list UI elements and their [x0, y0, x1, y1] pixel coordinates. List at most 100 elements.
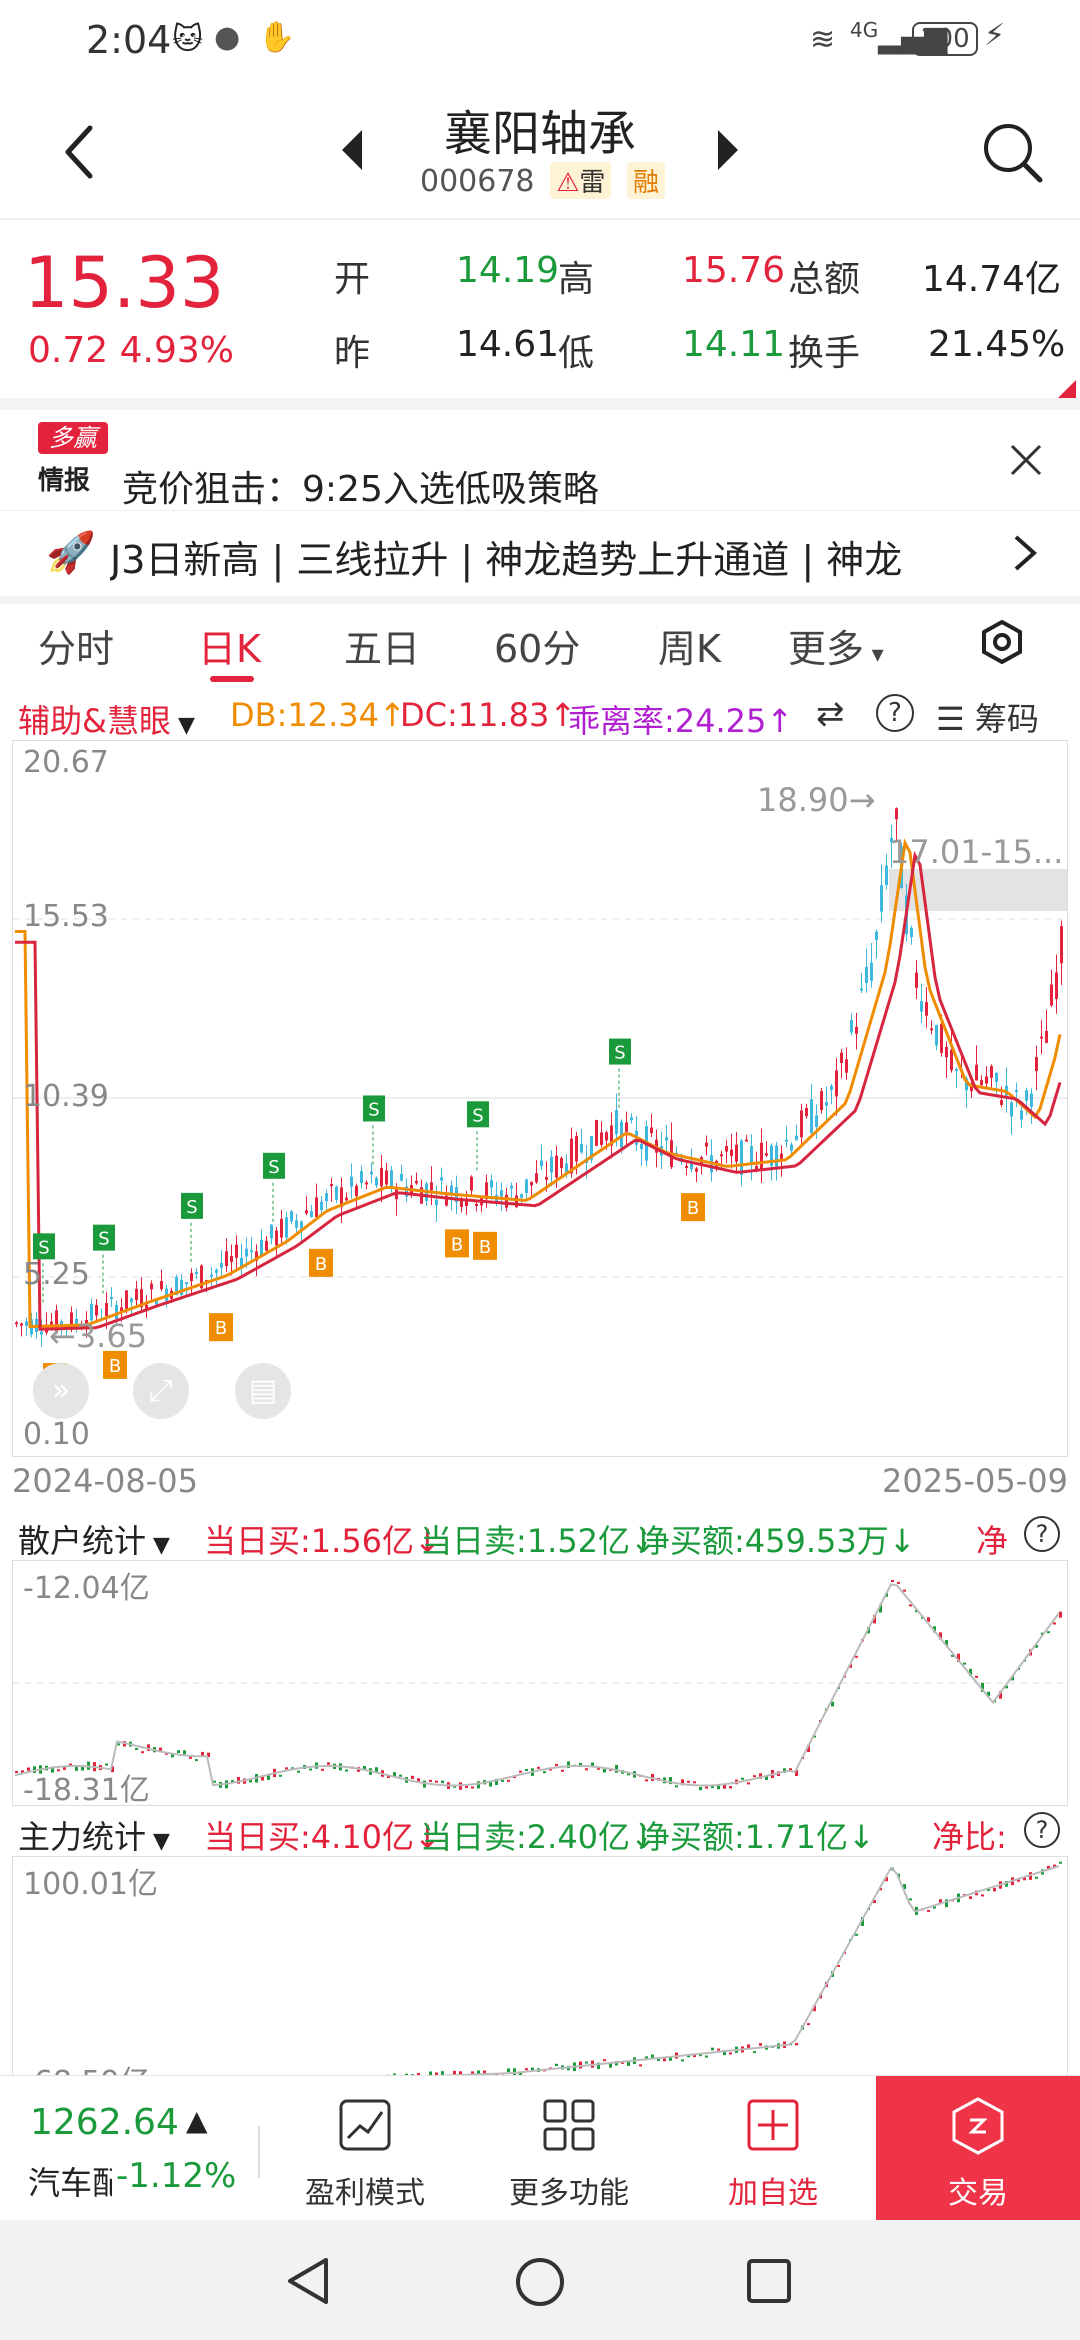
- candle: [1060, 926, 1063, 964]
- section-gap: [0, 596, 1080, 604]
- stat-bar: [231, 1779, 234, 1782]
- trade-button[interactable]: 交易: [876, 2076, 1080, 2221]
- back-icon[interactable]: [60, 122, 100, 182]
- sell-signal-icon[interactable]: [93, 1224, 115, 1251]
- stat-bar: [699, 1786, 702, 1791]
- tab-weekly-k[interactable]: 周K: [658, 627, 721, 671]
- tab-intraday[interactable]: 分时: [38, 627, 115, 671]
- draw-icon[interactable]: ▤: [235, 1363, 291, 1419]
- margin-badge[interactable]: 融: [626, 162, 665, 199]
- help-icon[interactable]: ?: [1024, 1516, 1060, 1552]
- candle: [445, 1195, 448, 1206]
- chips-label: 筹码: [974, 700, 1039, 738]
- stat-bar: [681, 1779, 684, 1786]
- buy-signal-label: B: [215, 1318, 227, 1339]
- candle: [320, 1201, 323, 1211]
- expand-corner-icon[interactable]: [1058, 380, 1076, 398]
- profit-mode-button[interactable]: 盈利模式: [290, 2076, 440, 2221]
- fast-forward-icon[interactable]: »: [33, 1363, 89, 1419]
- chevron-right-icon[interactable]: [1012, 533, 1038, 573]
- stat-bar: [297, 1770, 300, 1773]
- stat-bar: [903, 1589, 906, 1592]
- stat-bar: [741, 1777, 744, 1780]
- nav-home-icon[interactable]: [514, 2256, 566, 2308]
- caret-down-icon: ▼: [170, 713, 195, 738]
- sell-signal-icon[interactable]: [263, 1152, 285, 1179]
- stat-bar: [1047, 1631, 1050, 1634]
- retail-chart[interactable]: -12.04亿 -18.31亿: [12, 1560, 1068, 1808]
- buy-signal-icon[interactable]: [681, 1193, 705, 1222]
- sell-signal-label: S: [38, 1237, 49, 1258]
- indicator-selector[interactable]: 辅助&慧眼 ▼: [18, 696, 195, 742]
- sell-signal-icon[interactable]: [467, 1101, 489, 1128]
- candle: [40, 1331, 43, 1335]
- stat-bar: [531, 2067, 534, 2072]
- kline-chart[interactable]: SSSSSSSBBBBBBB 20.67 15.53 10.39 5.25 0.…: [12, 740, 1068, 1457]
- wechat-icon: ●: [214, 20, 241, 55]
- main-force-selector[interactable]: 主力统计 ▼: [18, 1812, 170, 1858]
- avatar-icon: 🐱: [172, 22, 204, 57]
- sell-signal-icon[interactable]: [33, 1233, 55, 1260]
- stat-bar: [975, 1675, 978, 1678]
- wifi-icon: ≋: [810, 22, 836, 57]
- buy-signal-icon[interactable]: [445, 1229, 469, 1258]
- help-icon[interactable]: ?: [876, 694, 914, 732]
- stat-bar: [795, 2042, 798, 2046]
- candle: [350, 1176, 353, 1187]
- sell-signal-icon[interactable]: [609, 1038, 631, 1065]
- stat-bar: [189, 1756, 192, 1759]
- grid-icon: [543, 2099, 595, 2151]
- main-force-chart[interactable]: 100.01亿 -68.59亿: [12, 1856, 1068, 2100]
- tab-daily-k[interactable]: 日K: [198, 627, 261, 671]
- tab-60min[interactable]: 60分: [494, 627, 581, 671]
- candle: [805, 1108, 808, 1117]
- candle: [540, 1160, 543, 1167]
- sector-index-change: -1.12%: [116, 2156, 237, 2196]
- buy-signal-icon[interactable]: [209, 1313, 233, 1342]
- swap-icon[interactable]: ⇄: [816, 694, 845, 734]
- sell-signal-icon[interactable]: [181, 1192, 203, 1219]
- candle: [125, 1290, 128, 1309]
- candle: [290, 1211, 293, 1222]
- prev-stock-icon[interactable]: [338, 128, 368, 172]
- candle: [830, 1085, 833, 1090]
- stat-bar: [591, 1762, 594, 1767]
- fullscreen-icon[interactable]: ⤢: [133, 1363, 189, 1419]
- risk-badge[interactable]: ⚠雷: [550, 162, 612, 199]
- sector-index[interactable]: 1262.64 ▲ 汽车配 -1.12%: [0, 2076, 258, 2221]
- tab-more[interactable]: 更多 ▾: [788, 618, 884, 673]
- candle: [230, 1255, 233, 1262]
- stat-bar: [57, 1769, 60, 1772]
- tab-five-day[interactable]: 五日: [344, 627, 421, 671]
- buy-signal-icon[interactable]: [309, 1248, 333, 1277]
- buy-signal-icon[interactable]: [473, 1231, 497, 1260]
- stat-bar: [543, 1771, 546, 1774]
- candle: [775, 1145, 778, 1170]
- sell-signal-icon[interactable]: [363, 1095, 385, 1122]
- candle: [365, 1182, 368, 1185]
- chips-button[interactable]: ☰ 筹码: [936, 694, 1039, 740]
- settings-icon[interactable]: [980, 620, 1024, 664]
- stat-bar: [915, 1609, 918, 1613]
- search-icon[interactable]: [980, 120, 1046, 186]
- add-watchlist-button[interactable]: 加自选: [698, 2076, 848, 2221]
- candle: [1030, 1093, 1033, 1107]
- candle: [525, 1179, 528, 1194]
- news-ticker[interactable]: 🚀 J3日新高 | 三线拉升 | 神龙趋势上升通道 | 神龙: [0, 510, 1080, 598]
- candle: [990, 1066, 993, 1078]
- close-icon[interactable]: [1008, 442, 1044, 478]
- candle: [75, 1318, 78, 1324]
- candle: [685, 1165, 688, 1168]
- nav-recents-icon[interactable]: [746, 2258, 792, 2304]
- buy-signal-icon[interactable]: [103, 1350, 127, 1379]
- more-functions-button[interactable]: 更多功能: [494, 2076, 644, 2221]
- retail-selector[interactable]: 散户统计 ▼: [18, 1516, 170, 1562]
- help-icon[interactable]: ?: [1024, 1812, 1060, 1848]
- ad-banner[interactable]: 多赢 情报 竞价狙击：9:25入选低吸策略: [0, 410, 1080, 510]
- next-stock-icon[interactable]: [712, 128, 742, 172]
- stat-bar: [747, 1782, 750, 1785]
- status-bar: 2:04 🐱 ● ✋ ≋ 4G ▂▄▆ 100 ⚡: [0, 0, 1080, 84]
- trade-icon: [952, 2097, 1004, 2155]
- candle: [25, 1321, 28, 1326]
- nav-back-icon[interactable]: [286, 2256, 330, 2306]
